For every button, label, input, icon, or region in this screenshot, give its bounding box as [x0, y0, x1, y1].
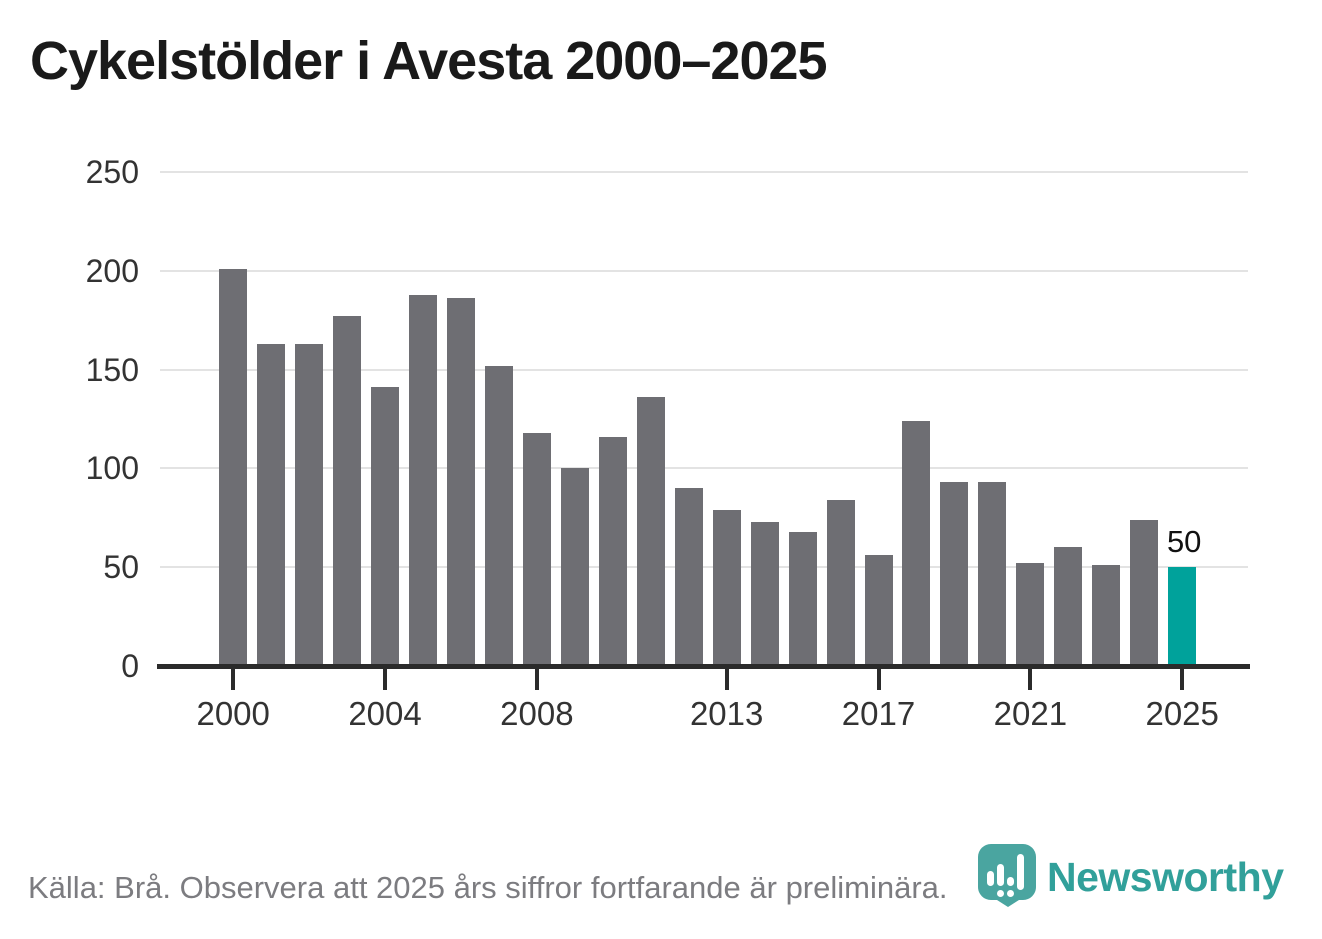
x-tick-2017	[876, 669, 881, 690]
newsworthy-pin-barchart-icon	[978, 844, 1036, 907]
y-axis-label-250: 250	[85, 154, 139, 190]
y-axis-label-200: 200	[85, 252, 139, 289]
bar-2020	[978, 482, 1007, 666]
gridline-y-100	[160, 467, 1248, 470]
plot-area	[160, 171, 1248, 666]
bar-2025	[1168, 567, 1197, 666]
bar-2015	[788, 531, 817, 666]
bar-2021	[1016, 563, 1045, 666]
x-axis-label-2025: 2025	[1145, 695, 1219, 732]
x-axis-line	[157, 664, 1250, 669]
y-axis-label-0: 0	[121, 648, 139, 684]
newsworthy-logo: Newsworthy	[978, 844, 1284, 907]
y-axis-label-150: 150	[85, 351, 139, 388]
bar-2007	[484, 365, 513, 666]
bar-2011	[636, 397, 665, 666]
x-tick-2008	[534, 669, 539, 690]
bar-2019	[940, 482, 969, 666]
bar-2001	[257, 343, 286, 666]
y-axis-label-100: 100	[85, 450, 139, 487]
gridline-y-250	[160, 171, 1248, 173]
bar-2000	[219, 268, 248, 666]
bar-2006	[446, 298, 475, 666]
x-tick-2000	[231, 669, 236, 690]
x-axis-label-2021: 2021	[993, 695, 1068, 732]
source-note: Källa: Brå. Observera att 2025 års siffr…	[28, 870, 948, 905]
x-axis-label-2000: 2000	[196, 695, 270, 732]
gridline-y-150	[160, 368, 1248, 371]
bar-2024	[1130, 519, 1159, 666]
x-axis-label-2008: 2008	[500, 695, 574, 732]
highlight-value-label: 50	[1166, 524, 1202, 560]
bar-2022	[1054, 547, 1083, 666]
bar-2013	[712, 509, 741, 666]
bar-2016	[826, 500, 855, 666]
x-tick-2004	[383, 669, 388, 690]
bar-2003	[333, 316, 362, 666]
bar-2008	[522, 432, 551, 666]
bar-2023	[1092, 565, 1121, 666]
bar-2012	[674, 488, 703, 666]
chart-title: Cykelstölder i Avesta 2000–2025	[30, 31, 828, 91]
x-tick-2025	[1180, 669, 1185, 690]
y-axis-label-50: 50	[103, 549, 139, 586]
bar-2010	[598, 436, 627, 666]
x-tick-2021	[1028, 669, 1033, 690]
bar-2009	[560, 468, 589, 666]
x-axis-label-2004: 2004	[348, 695, 422, 732]
bar-2018	[902, 420, 931, 666]
bar-2014	[750, 521, 779, 666]
x-tick-2013	[724, 669, 729, 690]
bar-2004	[371, 387, 400, 666]
bar-2005	[409, 294, 437, 666]
gridline-y-50	[160, 566, 1248, 569]
x-axis-label-2013: 2013	[689, 695, 764, 732]
gridline-y-200	[160, 269, 1248, 272]
bar-2017	[864, 555, 893, 666]
logo-brand-text: Newsworthy	[1047, 854, 1284, 900]
bar-2002	[295, 343, 324, 666]
x-axis-label-2017: 2017	[841, 695, 916, 732]
